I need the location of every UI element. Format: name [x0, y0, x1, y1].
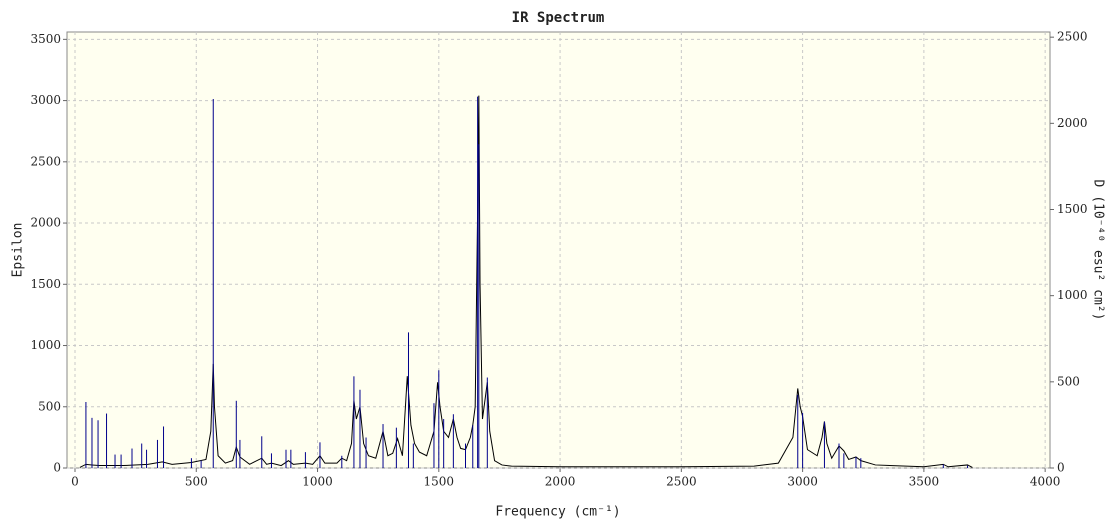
y2-tick-label: 1500 [1057, 202, 1088, 216]
y-tick-label: 3000 [30, 93, 61, 107]
x-tick-label: 0 [71, 475, 79, 489]
y2-tick-label: 2000 [1057, 116, 1088, 130]
x-tick-label: 3000 [787, 475, 818, 489]
y-tick-label: 2500 [30, 154, 61, 168]
y2-tick-label: 500 [1057, 374, 1080, 388]
y-tick-label: 0 [53, 461, 61, 475]
x-tick-label: 2000 [545, 475, 576, 489]
chart-title: IR Spectrum [512, 10, 605, 26]
y-axis-label: Epsilon [11, 223, 26, 278]
x-tick-label: 2500 [666, 475, 697, 489]
y-tick-label: 1500 [30, 277, 61, 291]
x-axis-label: Frequency (cm⁻¹) [495, 505, 620, 520]
y2-tick-label: 0 [1057, 461, 1065, 475]
y-tick-label: 1000 [30, 338, 61, 352]
x-tick-label: 4000 [1030, 475, 1061, 489]
y-tick-label: 2000 [30, 216, 61, 230]
y-tick-label: 3500 [30, 32, 61, 46]
spectrum-line [79, 95, 973, 468]
x-tick-label: 3500 [909, 475, 940, 489]
x-tick-label: 1000 [302, 475, 333, 489]
plot-area [66, 31, 1051, 469]
x-tick-label: 500 [185, 475, 208, 489]
x-tick-label: 1500 [424, 475, 455, 489]
y2-tick-label: 1000 [1057, 288, 1088, 302]
y2-axis-label: D (10⁻⁴⁰ esu² cm²) [1091, 180, 1106, 321]
y2-tick-label: 2500 [1057, 30, 1088, 44]
y-tick-label: 500 [38, 399, 61, 413]
